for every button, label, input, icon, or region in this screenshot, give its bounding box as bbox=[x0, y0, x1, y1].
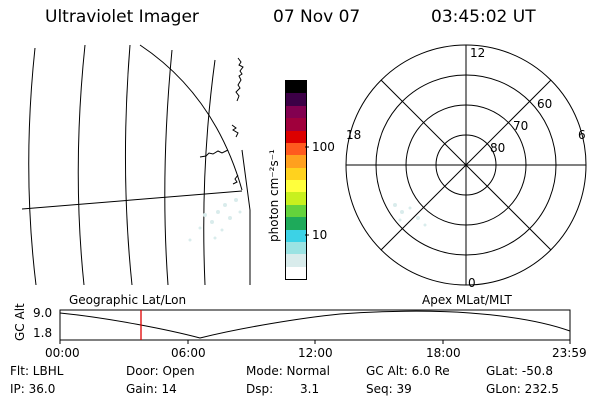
dsp-value: 3.1 bbox=[300, 382, 320, 396]
emission-speckle bbox=[188, 198, 242, 242]
polar-diagonal bbox=[380, 79, 552, 251]
colorbar-swatch bbox=[286, 167, 306, 180]
colorbar-tick-100: 100 bbox=[312, 140, 335, 154]
x-tick-2359: 23:59 bbox=[552, 346, 587, 360]
y-tick-1.8: 1.8 bbox=[33, 326, 53, 340]
geographic-map bbox=[21, 44, 251, 286]
x-tick-1200: 12:00 bbox=[298, 346, 333, 360]
latitude-line bbox=[139, 44, 243, 191]
colorbar-swatch bbox=[286, 81, 306, 94]
ip-info: IP: 36.0 bbox=[10, 382, 56, 396]
mlt-label-12: 12 bbox=[470, 46, 486, 60]
parallel-line bbox=[21, 190, 243, 210]
mode-info: Mode: Normal bbox=[246, 364, 330, 378]
time-label: 03:45:02 UT bbox=[431, 7, 536, 27]
y-tick-9: 9.0 bbox=[33, 306, 53, 320]
x-tick-1800: 18:00 bbox=[426, 346, 461, 360]
seq-info: Seq: 39 bbox=[366, 382, 412, 396]
colorbar-swatch bbox=[286, 155, 306, 168]
lat-label-80: 80 bbox=[490, 141, 506, 155]
timeline-frame bbox=[59, 309, 571, 341]
colorbar bbox=[285, 80, 307, 280]
colorbar-swatch bbox=[286, 254, 306, 267]
glon-info: GLon: 232.5 bbox=[486, 382, 559, 396]
colorbar-tick-10: 10 bbox=[312, 228, 328, 242]
colorbar-swatch bbox=[286, 93, 306, 106]
meridian-line bbox=[164, 49, 173, 286]
mlt-label-18: 18 bbox=[346, 128, 362, 142]
gain-info: Gain: 14 bbox=[126, 382, 177, 396]
polar-emission bbox=[393, 203, 427, 227]
filter-info: Flt: LBHL bbox=[10, 364, 64, 378]
meridian-line bbox=[77, 44, 86, 286]
door-info: Door: Open bbox=[126, 364, 195, 378]
colorbar-swatch bbox=[286, 217, 306, 230]
colorbar-swatch bbox=[286, 105, 306, 119]
date-label: 07 Nov 07 bbox=[273, 7, 361, 27]
map-boundary bbox=[241, 149, 251, 285]
meridian-line bbox=[203, 59, 216, 286]
colorbar-swatch bbox=[286, 142, 306, 156]
mlt-label-6: 6 bbox=[578, 128, 586, 142]
mlt-label-0: 0 bbox=[468, 276, 476, 290]
colorbar-swatch bbox=[286, 118, 306, 131]
instrument-title: Ultraviolet Imager bbox=[45, 7, 199, 27]
x-tick-0000: 00:00 bbox=[45, 346, 80, 360]
meridian-line bbox=[28, 47, 37, 286]
coastline bbox=[199, 57, 244, 185]
colorbar-swatch bbox=[286, 180, 306, 193]
colorbar-swatch bbox=[286, 192, 306, 205]
colorbar-swatch bbox=[286, 204, 306, 218]
meridian-line bbox=[124, 44, 133, 286]
colorbar-swatch bbox=[286, 241, 306, 255]
colorbar-swatch bbox=[286, 130, 306, 143]
x-tick-0600: 06:00 bbox=[171, 346, 206, 360]
altitude-curve bbox=[59, 310, 571, 339]
lat-label-70: 70 bbox=[513, 119, 529, 133]
dsp-label: Dsp: bbox=[246, 382, 274, 396]
lat-label-60: 60 bbox=[537, 97, 553, 111]
colorbar-swatch bbox=[286, 266, 306, 279]
gc-alt-info: GC Alt: 6.0 Re bbox=[366, 364, 450, 378]
glat-info: GLat: -50.8 bbox=[486, 364, 553, 378]
colorbar-swatch bbox=[286, 229, 306, 242]
apex-title: Apex MLat/MLT bbox=[422, 293, 512, 307]
geographic-title: Geographic Lat/Lon bbox=[69, 293, 187, 307]
